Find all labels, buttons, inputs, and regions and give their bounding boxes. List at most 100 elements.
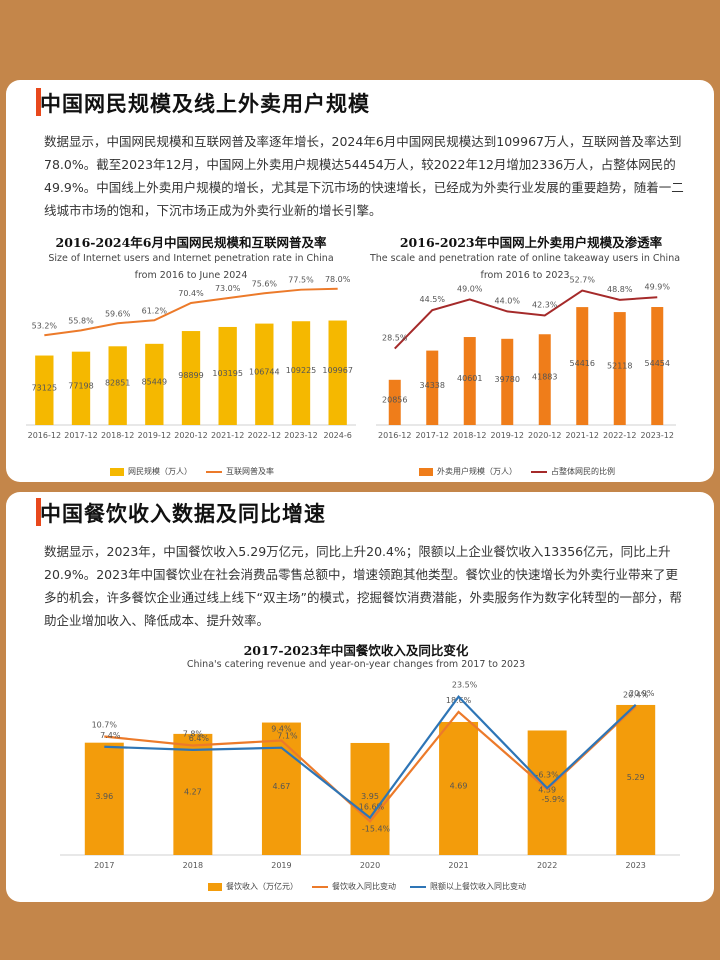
x-tick-label: 2020-12	[528, 431, 561, 440]
legend-label: 网民规模（万人）	[128, 467, 192, 476]
chart1-subtitle: Size of Internet users and Internet pene…	[48, 253, 334, 281]
line-value-label: 23.5%	[452, 681, 478, 690]
line-value-label: 73.0%	[215, 284, 241, 293]
bar	[173, 733, 213, 855]
line-value-label: 75.6%	[252, 279, 278, 288]
bar	[651, 307, 664, 425]
chart2-takeaway-users: 20856 2016-12 34338 2017-12 40601 2018-12 3978…	[376, 276, 676, 440]
bar-value-label: 5.29	[627, 773, 645, 782]
chart3-title: 2017-2023年中国餐饮收入及同比变化	[243, 643, 469, 658]
line-value-label: -16.6%	[356, 802, 385, 811]
x-tick-label: 2023-12	[284, 431, 317, 440]
line-value-label: 44.5%	[420, 295, 446, 304]
bar-value-label: 73125	[32, 383, 57, 392]
bar-value-label: 40601	[457, 374, 482, 383]
x-tick-label: 2023	[626, 861, 646, 870]
chart1-legend: 网民规模（万人） 互联网普及率	[110, 466, 274, 477]
line-value-label: 78.0%	[325, 275, 351, 284]
x-tick-label: 2022-12	[603, 431, 636, 440]
legend-label: 餐饮收入（万亿元）	[226, 882, 298, 891]
x-tick-label: 2019-12	[491, 431, 524, 440]
x-tick-label: 2017-12	[64, 431, 97, 440]
bar-value-label: 109225	[286, 366, 317, 375]
chart3-catering-revenue: 3.96 2017 4.27 2018 4.67 2019 3.95 2020 4.69 2021…	[60, 681, 680, 870]
bar-value-label: 77198	[68, 381, 93, 390]
bar-value-label: 109967	[322, 366, 353, 375]
bar-value-label: 103195	[212, 369, 243, 378]
bar-value-label: 39780	[495, 375, 520, 384]
bar-value-label: 85449	[142, 377, 167, 386]
bar	[255, 323, 274, 425]
bar	[388, 379, 401, 425]
bar	[84, 742, 124, 855]
legend-swatch-line	[312, 885, 328, 888]
legend-swatch-bar	[110, 467, 124, 476]
line-value-label: 18.6%	[446, 696, 472, 705]
bar	[426, 350, 439, 425]
legend-swatch-bar	[208, 882, 222, 891]
legend-label: 占整体网民的比例	[551, 467, 615, 476]
line-value-label: 44.0%	[495, 296, 521, 305]
x-tick-label: 2023-12	[641, 431, 674, 440]
legend-label: 外卖用户规模（万人）	[437, 467, 517, 476]
bar	[71, 351, 91, 425]
bar-value-label: 41883	[532, 373, 557, 382]
bar-value-label: 4.27	[184, 787, 202, 796]
chart1-title: 2016-2024年6月中国网民规模和互联网普及率	[55, 235, 327, 250]
section-accent-bar	[36, 88, 41, 116]
chart3-legend: 餐饮收入（万亿元） 餐饮收入同比变动 限额以上餐饮收入同比变动	[208, 881, 526, 892]
x-tick-label: 2019	[271, 861, 291, 870]
bar	[291, 321, 311, 425]
bar-value-label: 4.67	[273, 782, 291, 791]
line-value-label: 48.8%	[607, 285, 633, 294]
x-tick-label: 2022-12	[248, 431, 281, 440]
line-value-label: 53.2%	[32, 321, 58, 330]
series-line	[44, 287, 338, 337]
legend-swatch-bar	[419, 467, 433, 476]
line-value-label: 20.4%	[623, 690, 649, 699]
chart3-subtitle: China's catering revenue and year-on-yea…	[186, 659, 526, 670]
bar	[35, 355, 54, 425]
x-tick-label: 2019-12	[138, 431, 171, 440]
bar	[538, 334, 551, 425]
bar	[261, 722, 301, 855]
bar-value-label: 106744	[249, 367, 280, 376]
x-tick-label: 2024-6	[323, 431, 351, 440]
legend-label: 互联网普及率	[226, 467, 274, 476]
bar	[501, 338, 514, 425]
bar	[145, 343, 164, 425]
x-tick-label: 2016-12	[28, 431, 61, 440]
line-value-label: 49.9%	[645, 282, 671, 291]
legend-label: 限额以上餐饮收入同比变动	[430, 882, 526, 891]
line-value-label: 59.6%	[105, 309, 131, 318]
x-tick-label: 2020-12	[174, 431, 207, 440]
legend-swatch-line	[531, 470, 547, 473]
line-value-label: 61.2%	[142, 306, 168, 315]
bar	[328, 320, 347, 425]
bar-value-label: 82851	[105, 379, 130, 388]
bar-value-label: 54416	[570, 359, 595, 368]
line-value-label: 52.7%	[570, 276, 596, 285]
line-value-label: 7.4%	[100, 731, 121, 740]
section-title: 中国网民规模及线上外卖用户规模	[40, 92, 370, 116]
section-card-catering: 中国餐饮收入数据及同比增速 数据显示，2023年，中国餐饮收入5.29万亿元，同…	[6, 492, 714, 902]
x-tick-label: 2016-12	[378, 431, 411, 440]
series-line	[394, 289, 658, 350]
line-value-label: 20.9%	[629, 689, 655, 698]
legend-swatch-line	[206, 470, 222, 473]
line-value-label: 7.8%	[183, 730, 204, 739]
chart2-legend: 外卖用户规模（万人） 占整体网民的比例	[419, 466, 615, 477]
line-value-label: 70.4%	[178, 289, 204, 298]
line-value-label: 55.8%	[68, 316, 94, 325]
section-accent-bar	[36, 498, 41, 526]
line-value-label: 9.4%	[271, 725, 292, 734]
line-value-label: -15.4%	[362, 825, 391, 834]
x-tick-label: 2018	[183, 861, 203, 870]
legend-swatch-line	[410, 885, 426, 888]
x-tick-label: 2018-12	[453, 431, 486, 440]
chart2-title: 2016-2023年中国网上外卖用户规模及渗透率	[399, 235, 663, 250]
bar	[616, 704, 656, 855]
bar	[218, 326, 237, 425]
bar-value-label: 54454	[645, 359, 670, 368]
bar-value-label: 98899	[178, 371, 203, 380]
